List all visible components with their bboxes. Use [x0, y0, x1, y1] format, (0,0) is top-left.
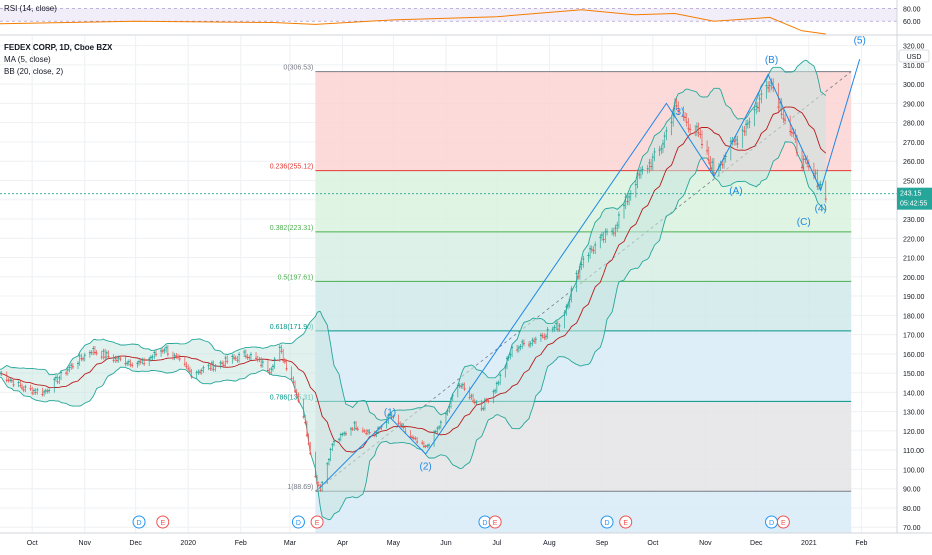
price-axis-label: 80.00: [903, 506, 921, 513]
price-axis-label: 100.00: [903, 467, 925, 474]
fib-zone-extension: [315, 491, 852, 533]
price-axis-label: 120.00: [903, 429, 925, 436]
ma-indicator-label: MA (5, close): [4, 55, 51, 64]
price-axis-label: 280.00: [903, 121, 925, 128]
countdown-value: 05:42:55: [900, 201, 927, 208]
last-price-value: 243.15: [900, 191, 922, 198]
time-axis-label: May: [387, 540, 401, 547]
price-axis-label: 160.00: [903, 352, 925, 359]
event-label: E: [781, 520, 786, 527]
time-axis-label: Oct: [647, 540, 658, 547]
time-axis-label: Dec: [129, 540, 142, 547]
price-axis-label: 170.00: [903, 333, 925, 340]
fib-level-label: 0.382(223.31): [270, 225, 314, 232]
currency-label: USD: [907, 54, 922, 61]
rsi-axis-label: 80.00: [903, 6, 921, 13]
price-axis-label: 250.00: [903, 178, 925, 185]
wave-label: (4): [815, 203, 827, 214]
event-label: E: [315, 520, 320, 527]
fib-level-label: 0.618(171.90): [270, 324, 314, 331]
price-axis-label: 180.00: [903, 313, 925, 320]
price-axis-label: 90.00: [903, 487, 921, 494]
time-axis-label: Jul: [492, 540, 501, 547]
time-axis-label: Nov: [79, 540, 92, 547]
event-label: D: [137, 520, 142, 527]
fib-level-label: 0.236(255.12): [270, 164, 314, 171]
earnings-marker: [776, 515, 790, 529]
earnings-marker: [310, 515, 324, 529]
time-axis-label: Oct: [27, 540, 38, 547]
price-axis-label: 130.00: [903, 410, 925, 417]
event-label: D: [296, 520, 301, 527]
last-price-badge: [897, 187, 932, 210]
price-axis-label: 270.00: [903, 140, 925, 147]
bollinger-lower: [0, 141, 827, 521]
bollinger-upper: [0, 59, 827, 421]
time-axis-label: 2020: [180, 540, 196, 547]
rsi-band: [0, 8, 897, 22]
wave-label: (C): [797, 217, 811, 228]
wave-label: (A): [729, 186, 742, 197]
price-axis-label: 110.00: [903, 448, 924, 455]
time-axis-label: Nov: [699, 540, 712, 547]
wave-label: (5): [854, 36, 866, 47]
price-axis-label: 150.00: [903, 371, 925, 378]
time-axis-label: Jun: [440, 540, 451, 547]
price-axis-label: 230.00: [903, 217, 925, 224]
event-label: E: [623, 520, 628, 527]
time-axis-label: Feb: [235, 540, 247, 547]
rsi-line: [0, 9, 826, 35]
dividend-marker: [132, 515, 146, 529]
price-axis-label: 300.00: [903, 82, 925, 89]
dividend-marker: [291, 515, 305, 529]
time-axis-label: Dec: [750, 540, 763, 547]
time-axis-label: Feb: [855, 540, 867, 547]
price-axis-label: 190.00: [903, 294, 925, 301]
price-axis-label: 260.00: [903, 159, 925, 166]
earnings-marker: [619, 515, 633, 529]
wave-label: (1): [384, 407, 396, 418]
candles-group: [0, 78, 827, 492]
fib-zone: [315, 170, 852, 232]
event-label: E: [493, 520, 498, 527]
price-axis-label: 200.00: [903, 275, 925, 282]
bb-indicator-label: BB (20, close, 2): [4, 67, 64, 76]
time-axis-label: Aug: [543, 540, 556, 547]
elliott-wave-path: [318, 58, 861, 490]
bollinger-basis: [0, 106, 827, 453]
price-axis-label: 310.00: [903, 63, 925, 70]
time-axis-label: 2021: [801, 540, 817, 547]
bollinger-band-fill: [0, 60, 826, 520]
fib-level-label: 0.786(135.31): [270, 394, 314, 401]
fib-level-label: 0.5(197.61): [278, 274, 314, 281]
price-axis-label: 320.00: [903, 44, 925, 51]
earnings-marker: [156, 515, 170, 529]
dividend-marker: [600, 515, 614, 529]
price-axis-label: 140.00: [903, 390, 925, 397]
time-axis-label: Sep: [596, 540, 609, 547]
fib-level-label: 1(88.69): [287, 484, 313, 491]
price-axis-label: 290.00: [903, 101, 925, 108]
earnings-marker: [488, 515, 502, 529]
wave-label: (B): [765, 55, 778, 66]
price-axis-label: 70.00: [903, 525, 921, 532]
price-axis-label: 220.00: [903, 236, 925, 243]
event-label: D: [769, 520, 774, 527]
price-axis-label: 210.00: [903, 256, 925, 263]
event-label: E: [160, 520, 165, 527]
event-label: D: [482, 520, 487, 527]
wave-label: (2): [419, 461, 431, 472]
rsi-axis-label: 60.00: [903, 19, 921, 26]
wave-label: (3): [672, 107, 684, 118]
rsi-label: RSI (14, close): [4, 4, 57, 13]
currency-badge: [898, 49, 930, 63]
time-axis-label: Apr: [337, 540, 349, 547]
symbol-title: FEDEX CORP, 1D, Cboe BZX: [4, 43, 113, 52]
time-axis-label: Mar: [284, 540, 297, 547]
fib-level-label: 0(306.53): [283, 65, 313, 72]
event-label: D: [605, 520, 610, 527]
